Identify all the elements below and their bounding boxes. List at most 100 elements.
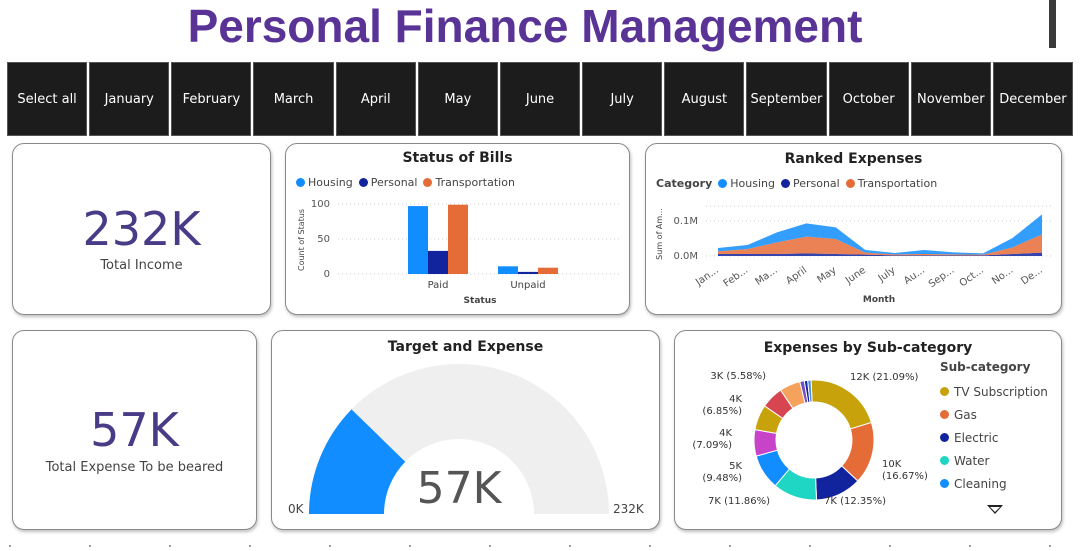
legend-item-personal[interactable]: Personal (358, 176, 417, 189)
legend-scroll-down-icon[interactable] (987, 505, 1003, 514)
gauge-max-label: 232K (613, 502, 645, 516)
title-accent-bar (1049, 0, 1056, 48)
month-slicer: Select all January February March April May Ju… (7, 62, 1074, 136)
month-button-july[interactable]: July (582, 62, 663, 136)
subcategory-title: Expenses by Sub-category (763, 340, 973, 356)
ranked-legend-item-housing[interactable]: Housing (718, 177, 775, 190)
bar-unpaid-transportation[interactable] (538, 267, 558, 274)
subcategory-legend-label: Cleaning (954, 476, 1007, 491)
donut-data-label: 7K (12.35%) (824, 496, 886, 507)
target-expense-gauge: 57K 0K 232K (288, 364, 645, 516)
bar-paid-transportation[interactable] (448, 204, 468, 274)
bills-x-tick-paid: Paid (428, 280, 449, 291)
gauge-fill (309, 409, 406, 514)
legend-item-housing[interactable]: Housing (296, 176, 353, 189)
donut-slice[interactable] (807, 379, 813, 403)
ranked-expenses-chart: Sum of Am... 0.1M 0.0M Jan... Feb... Ma...… (655, 205, 1051, 305)
month-button-november[interactable]: November (910, 62, 991, 136)
ranked-y-axis-label: Sum of Am... (655, 208, 664, 260)
bar-paid-personal[interactable] (428, 250, 448, 274)
legend-dot-icon (940, 433, 949, 442)
subcategory-legend-item-water[interactable]: Water (940, 449, 1048, 472)
ranked-expenses-legend: Category Housing Personal Transportation (656, 177, 937, 190)
bottom-dotted-divider (0, 545, 1082, 547)
legend-item-transportation[interactable]: Transportation (423, 176, 515, 189)
housing-dot-icon (296, 178, 305, 187)
ranked-expenses-title: Ranked Expenses (784, 151, 923, 167)
month-button-august[interactable]: August (664, 62, 745, 136)
subcategory-legend-title: Sub-category (940, 360, 1031, 374)
ranked-x-tick: Sep... (927, 265, 957, 290)
donut-data-label: 12K (21.09%) (850, 372, 918, 383)
bills-y-axis-label: Count of Status (297, 209, 306, 271)
bar-unpaid-housing[interactable] (498, 266, 518, 274)
bills-y-tick-0: 0 (324, 269, 330, 280)
ranked-x-tick: Jan... (693, 265, 721, 289)
ranked-legend-title: Category (656, 177, 713, 190)
personal-dot-icon (358, 178, 368, 187)
bar-paid-housing[interactable] (408, 206, 428, 274)
area-housing[interactable] (718, 214, 1042, 255)
ranked-y-tick-0-0m: 0.0M (673, 251, 698, 262)
month-button-april[interactable]: April (335, 62, 416, 136)
bills-x-tick-unpaid: Unpaid (510, 280, 545, 291)
ranked-x-tick: July (876, 265, 898, 285)
total-income-label: Total Income (100, 258, 183, 273)
gauge-min-label: 0K (288, 502, 305, 516)
month-button-september[interactable]: September (746, 62, 827, 136)
month-button-december[interactable]: December (992, 62, 1074, 136)
subcategory-legend-item-gas[interactable]: Gas (940, 403, 1048, 426)
month-button-march[interactable]: March (253, 62, 334, 136)
ranked-expenses-card: Ranked Expenses Category Housing Persona… (645, 143, 1062, 315)
legend-dot-icon (940, 410, 949, 419)
page-title: Personal Finance Management (187, 0, 863, 52)
ranked-x-tick: Au... (902, 265, 927, 287)
subcategory-legend-item-tv-subscription[interactable]: TV Subscription (940, 380, 1048, 403)
housing-dot-icon (718, 179, 728, 188)
status-of-bills-chart: Count of Status 100 50 0 Paid Unpaid Stat… (297, 199, 621, 306)
ranked-x-axis-label: Month (863, 295, 895, 305)
month-button-january[interactable]: January (89, 62, 170, 136)
month-button-may[interactable]: May (417, 62, 498, 136)
target-expense-title: Target and Expense (387, 339, 544, 355)
month-button-october[interactable]: October (828, 62, 909, 136)
area-transportation[interactable] (718, 234, 1042, 256)
month-button-february[interactable]: February (171, 62, 252, 136)
subcategory-legend: Sub-category TV Subscription Gas Electric W… (940, 360, 1048, 495)
donut-data-label: 4K (7.09%) (692, 428, 732, 451)
subcategory-legend-label: Electric (954, 430, 999, 445)
donut-data-label: 4K (6.85%) (702, 394, 742, 417)
bar-unpaid-personal[interactable] (518, 271, 538, 274)
subcategory-legend-item-electric[interactable]: Electric (940, 426, 1048, 449)
ranked-legend-item-transportation[interactable]: Transportation (845, 177, 937, 190)
status-of-bills-card: Status of Bills Housing Personal Transpo… (285, 143, 630, 315)
bills-bars: Paid Unpaid (408, 204, 558, 291)
ranked-x-tick: No... (990, 265, 1015, 287)
ranked-x-tick: Feb... (722, 265, 751, 290)
area-personal[interactable] (718, 252, 1042, 256)
subcategory-legend-label: TV Subscription (954, 384, 1048, 399)
donut-data-label: 5K (9.48%) (702, 461, 742, 484)
donut-slice-tv-subscription[interactable] (810, 379, 873, 430)
donut-labels: 12K (21.09%) 10K (16.67%) 7K (12.35%) 7K (11… (692, 371, 928, 507)
target-expense-card: Target and Expense 57K 0K 232K (271, 330, 660, 530)
subcategory-donut-chart: 12K (21.09%) 10K (16.67%) 7K (12.35%) 7K (11… (692, 371, 928, 507)
ranked-x-tick: De... (1019, 265, 1044, 287)
month-button-select-all[interactable]: Select all (7, 62, 88, 136)
transportation-dot-icon (423, 178, 433, 187)
gauge-value: 57K (417, 463, 503, 514)
ranked-legend-item-personal[interactable]: Personal (780, 177, 840, 190)
ranked-x-tick: June (843, 265, 868, 287)
transportation-dot-icon (845, 179, 855, 188)
ranked-x-tick: April (784, 265, 809, 287)
ranked-areas (718, 214, 1042, 256)
month-button-june[interactable]: June (499, 62, 581, 136)
personal-dot-icon (780, 179, 790, 188)
ranked-x-tick: Ma... (754, 265, 780, 288)
donut-slices (753, 379, 875, 501)
total-expense-card: 57K Total Expense To be beared (12, 330, 257, 530)
subcategory-legend-label: Water (954, 453, 990, 468)
total-income-value: 232K (82, 202, 201, 256)
subcategory-legend-item-cleaning[interactable]: Cleaning (940, 472, 1048, 495)
status-of-bills-title: Status of Bills (402, 150, 513, 166)
